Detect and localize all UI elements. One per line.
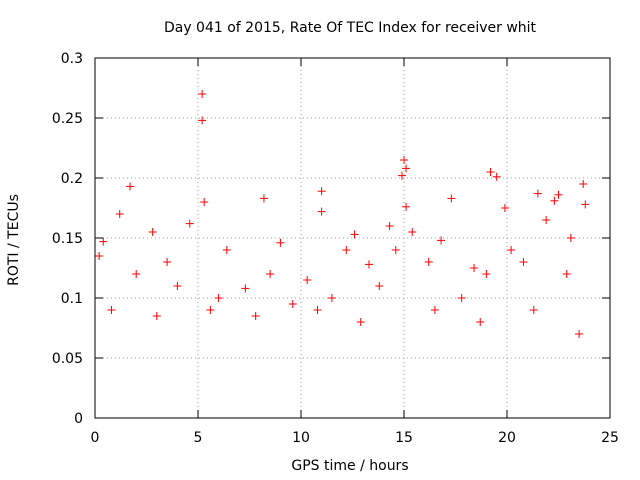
data-point [317, 207, 326, 216]
x-tick-label: 0 [91, 430, 100, 446]
data-point [402, 164, 411, 173]
data-point [500, 204, 509, 212]
data-point [562, 270, 571, 278]
y-tick-label: 0.1 [61, 291, 83, 307]
data-point [303, 276, 312, 284]
data-point [542, 216, 551, 224]
data-point [575, 330, 584, 338]
data-point [437, 236, 446, 245]
data-point [152, 312, 161, 320]
data-point [529, 306, 538, 314]
grid-lines [95, 58, 610, 418]
data-point [173, 282, 182, 290]
data-point [222, 246, 231, 254]
y-tick-label: 0.15 [52, 231, 83, 247]
data-point [486, 168, 495, 176]
data-point [447, 194, 456, 203]
data-point [198, 90, 207, 98]
axis-ticks [94, 57, 611, 419]
data-point [317, 187, 326, 196]
data-point [327, 294, 336, 302]
data-point [476, 318, 485, 326]
data-point [400, 156, 408, 164]
data-points [95, 90, 590, 338]
data-point [95, 252, 104, 260]
data-point [364, 260, 373, 269]
data-point [482, 270, 491, 278]
data-point [430, 306, 439, 314]
x-tick-label: 25 [601, 430, 619, 446]
x-axis-label: GPS time / hours [291, 458, 408, 474]
data-point [492, 172, 501, 181]
data-point [342, 246, 351, 254]
data-point [457, 294, 466, 302]
data-point [470, 264, 479, 272]
data-point [148, 228, 157, 236]
data-point [266, 270, 275, 278]
y-axis-label: ROTI / TECUs [6, 194, 22, 286]
data-point [313, 306, 322, 314]
data-point [200, 198, 209, 206]
data-point [132, 270, 141, 278]
y-tick-label: 0.2 [61, 171, 83, 187]
y-tick-label: 0.3 [61, 51, 83, 67]
tick-labels: 0 0.05 0.1 0.15 0.2 0.25 0.3 0 5 10 15 20 25 [52, 51, 619, 446]
data-point [554, 190, 563, 199]
data-point [198, 116, 207, 125]
chart-title: Day 041 of 2015, Rate Of TEC Index for r… [164, 20, 537, 36]
data-point [288, 300, 297, 308]
data-point [581, 200, 590, 209]
data-point [99, 237, 108, 246]
data-point [375, 282, 384, 290]
y-tick-label: 0.05 [52, 351, 83, 367]
y-tick-label: 0.25 [52, 111, 83, 127]
x-tick-label: 10 [292, 430, 310, 446]
data-point [507, 246, 516, 254]
data-point [550, 196, 559, 205]
data-point [241, 284, 250, 293]
data-point [385, 222, 394, 230]
data-point [424, 258, 433, 266]
data-point [107, 306, 116, 314]
data-point [579, 180, 588, 188]
data-point [251, 312, 260, 320]
data-point [402, 202, 411, 211]
data-point [350, 230, 359, 239]
data-point [397, 171, 406, 180]
data-point [206, 306, 215, 314]
y-tick-label: 0 [74, 411, 83, 427]
data-point [259, 194, 268, 203]
data-point [356, 318, 365, 326]
data-point [566, 234, 575, 242]
data-point [115, 210, 124, 218]
data-point [185, 219, 194, 228]
data-point [214, 294, 223, 302]
data-point [519, 258, 528, 266]
data-point [533, 189, 542, 198]
data-point [276, 238, 285, 247]
x-tick-label: 5 [194, 430, 203, 446]
data-point [408, 228, 417, 236]
x-tick-label: 20 [498, 430, 516, 446]
data-point [391, 246, 400, 254]
x-tick-label: 15 [395, 430, 413, 446]
data-point [163, 258, 172, 266]
data-point [126, 182, 135, 191]
